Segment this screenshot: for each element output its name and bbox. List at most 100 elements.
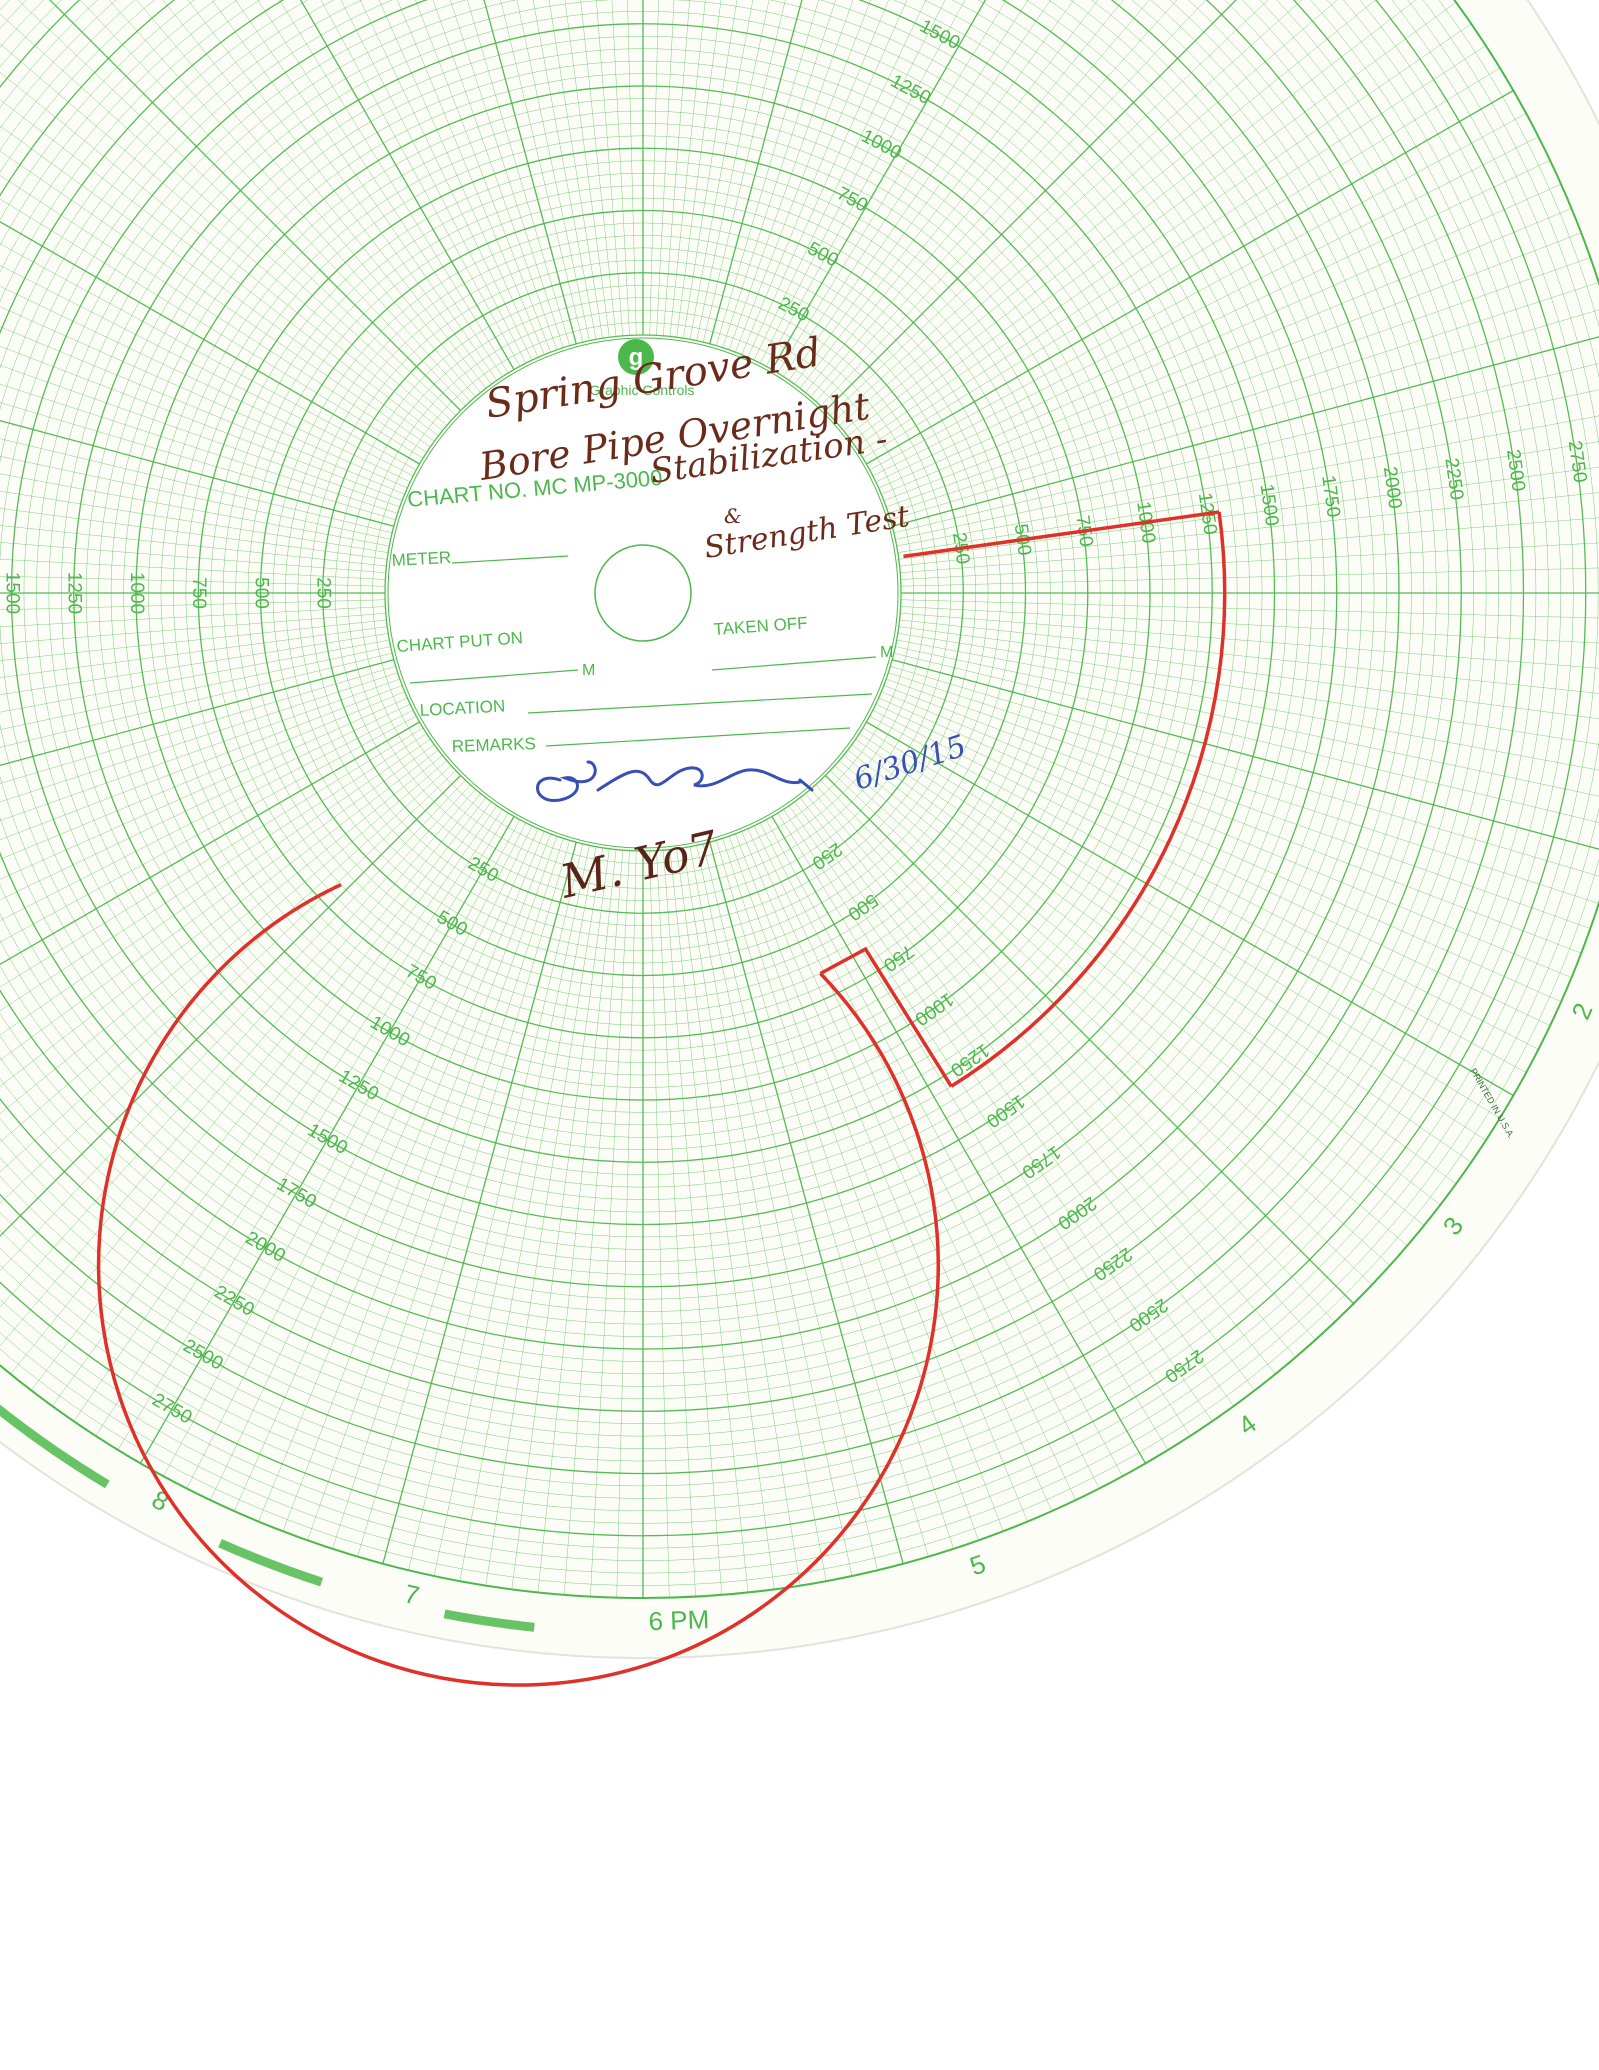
hour-band (218, 1538, 324, 1587)
grid-spoke (0, 703, 411, 900)
grid-spoke (805, 793, 1276, 1375)
hour-label: 7 (401, 1578, 422, 1610)
grid-spoke (378, 0, 539, 358)
grid-spoke (235, 0, 498, 381)
grid-spoke (0, 619, 387, 661)
grid-spoke (881, 208, 1572, 495)
grid-spoke (580, 0, 617, 337)
grid-spoke (892, 659, 1599, 850)
grid-spoke (839, 0, 1338, 426)
location-label: LOCATION (419, 697, 506, 720)
grid-spoke (0, 633, 389, 696)
grid-spoke (805, 0, 1124, 393)
grid-spoke (0, 770, 457, 1204)
grid-spoke (0, 666, 396, 784)
grid-spoke (851, 744, 1457, 1184)
grid-spoke (883, 685, 1582, 954)
grid-spoke (136, 0, 476, 397)
grid-spoke (741, 831, 1028, 1522)
scale-tick-label: 750 (188, 577, 209, 609)
grid-spoke (117, 812, 509, 1451)
grid-spoke (0, 326, 405, 495)
grid-spoke (0, 697, 408, 880)
grid-spoke (890, 309, 1599, 520)
grid-spoke (709, 0, 803, 344)
grid-spoke (0, 473, 390, 547)
grid-spoke (432, 0, 558, 350)
grid-spoke (869, 715, 1527, 1073)
grid-spoke (895, 646, 1599, 797)
grid-spoke (186, 822, 527, 1489)
grid-spoke (890, 666, 1599, 877)
grid-spoke (656, 0, 675, 336)
grid-spoke (753, 825, 1076, 1501)
grid-spoke (662, 850, 723, 1595)
grid-spoke (735, 833, 1004, 1532)
grid-spoke (728, 836, 979, 1541)
grid-spoke (0, 599, 386, 611)
grid-spoke (0, 738, 431, 1036)
grid-spoke (834, 0, 1302, 421)
grid-spoke (855, 738, 1472, 1163)
grid-spoke (893, 652, 1599, 823)
grid-spoke (0, 755, 443, 1115)
grid-spoke (759, 822, 1100, 1489)
grid-spoke (0, 286, 411, 483)
grid-spoke (0, 691, 405, 860)
grid-spoke (862, 727, 1501, 1119)
scale-tick-label: 500 (250, 577, 271, 609)
grid-spoke (824, 0, 1237, 412)
grid-spoke (728, 0, 854, 350)
location-line (527, 693, 873, 714)
grid-spoke (881, 691, 1572, 978)
grid-spoke (898, 466, 1599, 560)
grid-spoke (747, 828, 1052, 1512)
grid-spoke (49, 0, 462, 412)
trace-drop (819, 946, 953, 1088)
grid-spoke (187, 0, 487, 389)
grid-spoke (320, 0, 521, 367)
company-name: Graphic Controls (589, 382, 694, 398)
grid-spoke (716, 840, 929, 1557)
grid-spoke (0, 559, 386, 580)
grid-spoke (532, 0, 597, 340)
grid-spoke (810, 789, 1296, 1358)
grid-spoke (897, 633, 1599, 745)
grid-spoke (433, 845, 590, 1577)
grid-spoke (859, 45, 1487, 453)
grid-spoke (0, 685, 403, 841)
grid-spoke (408, 843, 584, 1571)
grid-spoke (847, 0, 1417, 437)
chart-put-on-m: M (582, 662, 595, 679)
grid-spoke (862, 67, 1501, 459)
grid-spoke (872, 709, 1539, 1050)
grid-spoke (467, 0, 570, 346)
grid-spoke (702, 0, 786, 343)
grid-spoke (0, 672, 398, 803)
grid-spoke (656, 850, 696, 1597)
grid-spoke (382, 842, 577, 1564)
grid-spoke (590, 850, 630, 1597)
taken-off-m: M (880, 644, 893, 661)
grid-spoke (0, 525, 387, 567)
grid-spoke (888, 282, 1599, 514)
grid-spoke (900, 606, 1599, 644)
grid-spoke (878, 697, 1562, 1002)
scale-tick-label: 1500 (1, 572, 22, 614)
grid-spoke (485, 847, 603, 1586)
grid-spoke (662, 0, 690, 336)
grid-spoke (0, 490, 389, 553)
grid-spoke (0, 420, 394, 527)
grid-spoke (815, 0, 1178, 402)
grid-spoke (815, 784, 1316, 1341)
grid-spoke (307, 836, 558, 1541)
grid-spoke (799, 797, 1256, 1391)
grid-spoke (702, 843, 878, 1571)
logo-icon (618, 339, 654, 375)
grid-spoke (829, 0, 1269, 416)
grid-spoke (722, 838, 954, 1549)
grid-spoke (771, 0, 987, 370)
logo-letter: g (629, 344, 644, 371)
grid-spoke (896, 639, 1599, 771)
grid-spoke (783, 0, 1029, 377)
